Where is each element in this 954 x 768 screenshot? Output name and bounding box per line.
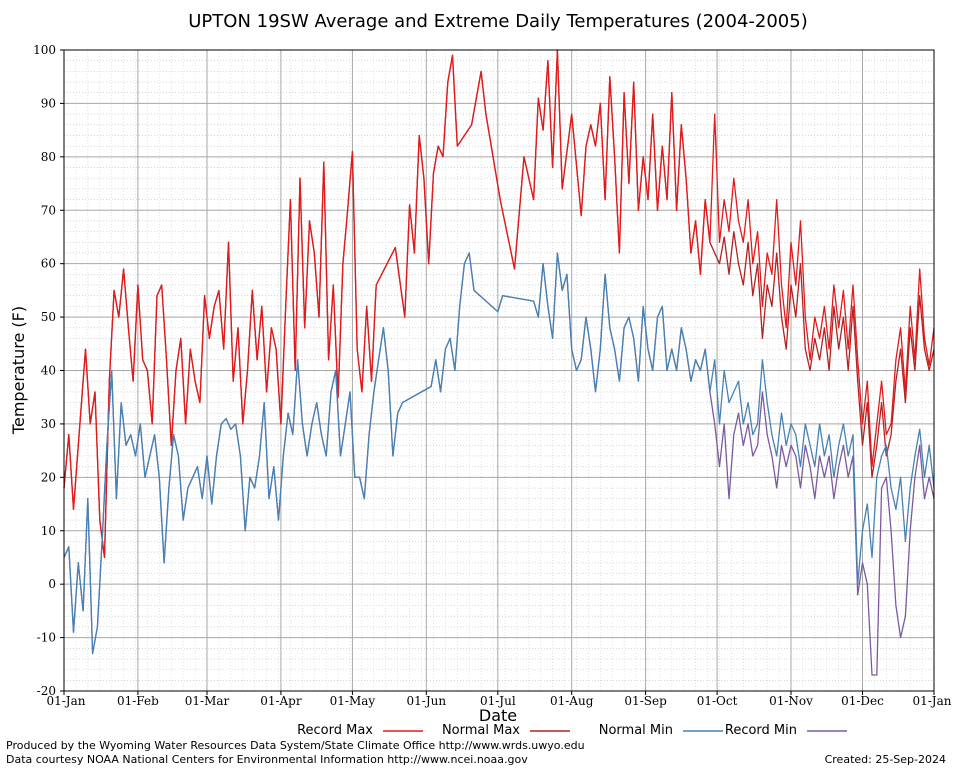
series-line-normal-max [63,49,935,559]
x-tick-label: 01-Dec [841,694,884,708]
y-axis-label: Temperature (F) [9,306,28,435]
series-line-record-max [63,49,935,559]
series-line-normal-min [63,252,935,655]
x-tick-label: 01-Feb [117,694,159,708]
y-tick-label: 60 [41,257,56,271]
x-axis-ticks: 01-Jan 01-Feb 01-Mar 01-Apr 01-May 01-Jun 01-J… [46,691,952,708]
grid [63,49,935,692]
footer-created: Created: 25-Sep-2024 [825,753,946,766]
y-tick-label: -20 [37,684,56,698]
y-tick-label: 0 [48,577,56,591]
x-axis-label: Date [479,706,517,725]
y-tick-label: 50 [41,310,56,324]
y-tick-label: 40 [41,364,56,378]
x-tick-label: 01-Apr [260,694,302,708]
footer-produced-by: Produced by the Wyoming Water Resources … [6,739,585,752]
y-tick-label: 20 [41,470,56,484]
x-tick-label: 01-Oct [697,694,738,708]
y-tick-label: 90 [41,96,56,110]
series-layer [63,49,935,676]
chart-title: UPTON 19SW Average and Extreme Daily Tem… [188,11,808,32]
y-tick-label: 100 [33,43,56,57]
x-tick-label: 01-Jan [912,694,951,708]
x-tick-label: 01-Jul [480,694,516,708]
x-tick-label: 01-Nov [769,694,813,708]
legend-label: Record Max [297,723,373,738]
x-tick-label: 01-Jan [46,694,85,708]
x-tick-label: 01-Aug [550,694,594,708]
y-tick-label: -10 [37,631,56,645]
x-tick-label: 01-Sep [624,694,667,708]
legend-label: Record Min [725,723,797,738]
footer-data-courtesy: Data courtesy NOAA National Centers for … [6,753,528,766]
y-tick-label: 30 [41,417,56,431]
y-tick-label: 10 [41,524,56,538]
x-tick-label: 01-Mar [185,694,230,708]
legend: Record Max Normal Max Normal Min Record Min [297,723,847,738]
x-tick-label: 01-May [330,694,376,708]
legend-label: Normal Max [442,723,520,738]
legend-label: Normal Min [599,723,673,738]
y-tick-label: 80 [41,150,56,164]
y-axis-ticks: -20 -10 0 10 20 30 40 50 60 70 80 90 100 [33,43,64,698]
x-tick-label: 01-Jun [407,694,447,708]
y-tick-label: 70 [41,203,56,217]
